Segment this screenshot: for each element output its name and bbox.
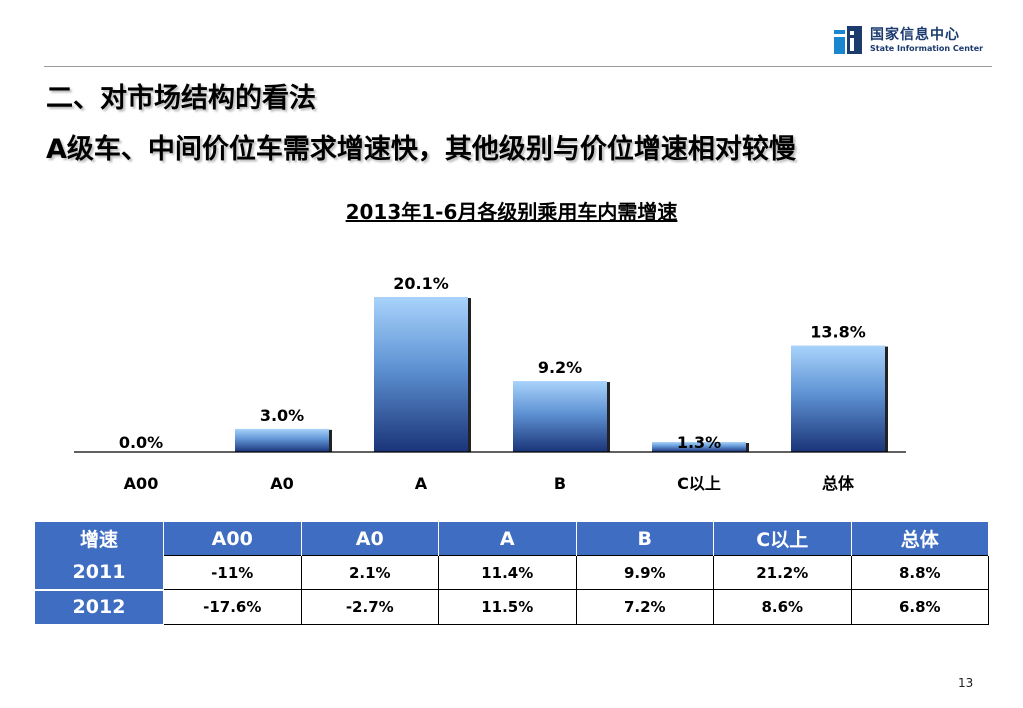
data-label: 9.2% <box>538 358 582 377</box>
table-cell: -11% <box>163 555 302 590</box>
row-label: 2011 <box>34 555 164 591</box>
slide-title: 二、对市场结构的看法 <box>46 83 316 114</box>
bar-A <box>374 297 468 452</box>
category-label: A00 <box>124 474 159 493</box>
table-cell: 11.5% <box>438 589 577 625</box>
logo-text-en: State Information Center <box>870 44 984 53</box>
bar-C以上 <box>652 441 746 452</box>
data-label: 0.0% <box>119 433 163 452</box>
data-label: 1.3% <box>677 433 721 452</box>
table-cell: 7.2% <box>575 589 714 625</box>
logo: 国家信息中心 State Information Center <box>834 24 984 58</box>
table-cell: -2.7% <box>300 589 439 625</box>
data-label: 3.0% <box>260 406 304 425</box>
logo-text-cn: 国家信息中心 <box>870 27 960 43</box>
category-label: B <box>554 474 566 493</box>
bar-chart: 0.0% 3.0% 20.1% 9.2% 1.3% 13.8% A00 A0 A B C以上 总体 <box>74 274 906 493</box>
table-row: 2012 -17.6% -2.7% 11.5% 7.2% 8.6% 6.8% <box>34 589 989 626</box>
table-header-cell: C以上 <box>713 522 852 556</box>
table-header-cell: A0 <box>300 522 439 556</box>
header-divider <box>44 66 992 67</box>
table-header-cell: A <box>438 522 577 556</box>
category-labels: A00 A0 A B C以上 总体 <box>124 474 855 493</box>
table-cell: 9.9% <box>575 555 714 590</box>
table-row: 2011 -11% 2.1% 11.4% 9.9% 21.2% 8.8% <box>34 555 989 591</box>
table-cell: 2.1% <box>300 555 439 590</box>
chart-title: 2013年1-6月各级别乘用车内需增速 <box>345 200 678 224</box>
table-header-cell: 总体 <box>850 522 989 556</box>
state-information-center-logo-icon <box>834 26 862 54</box>
category-label: C以上 <box>677 474 721 493</box>
bar-总体 <box>791 345 885 452</box>
bar-B <box>513 381 607 452</box>
growth-table: 增速 A00 A0 A B C以上 总体 2011 -11% 2.1% 11.4… <box>34 522 989 626</box>
table-cell: 8.6% <box>713 589 852 625</box>
table-cell: 8.8% <box>850 555 989 590</box>
category-label: 总体 <box>822 474 855 493</box>
category-label: A <box>415 474 428 493</box>
table-cell: 6.8% <box>850 589 989 625</box>
page-number: 13 <box>958 676 974 690</box>
table-header-cell: 增速 <box>34 522 164 556</box>
value-labels: 0.0% 3.0% 20.1% 9.2% 1.3% 13.8% <box>119 274 866 452</box>
data-label: 13.8% <box>810 323 866 342</box>
category-label: A0 <box>270 474 294 493</box>
data-label: 20.1% <box>393 274 449 293</box>
table-header-cell: A00 <box>163 522 302 556</box>
bar-series <box>235 297 888 452</box>
table-cell: -17.6% <box>163 589 302 625</box>
slide-subtitle: A级车、中间价位车需求增速快，其他级别与价位增速相对较慢 <box>46 134 796 165</box>
row-label: 2012 <box>34 589 164 626</box>
bar-A0 <box>235 428 329 452</box>
table-header-cell: B <box>575 522 714 556</box>
table-cell: 11.4% <box>438 555 577 590</box>
table-header-row: 增速 A00 A0 A B C以上 总体 <box>34 522 989 556</box>
table-cell: 21.2% <box>713 555 852 590</box>
